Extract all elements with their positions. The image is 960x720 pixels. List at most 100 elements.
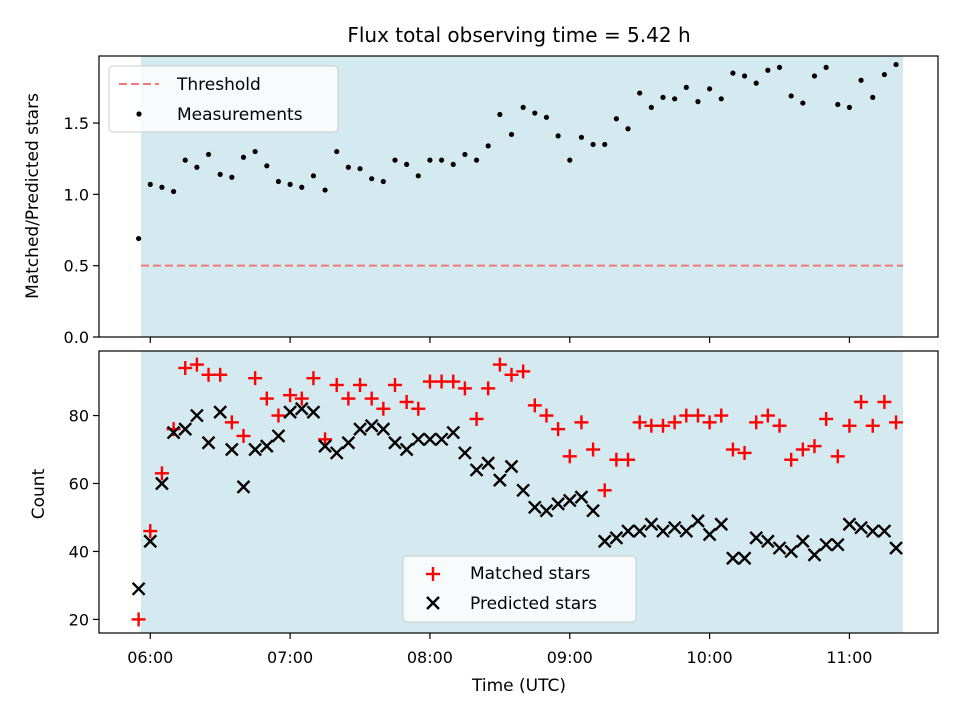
x-stroke: [353, 422, 367, 436]
measurement-point: [858, 77, 864, 83]
x-stroke: [399, 442, 414, 457]
measurement-point: [881, 71, 887, 78]
predicted-star-point: [306, 405, 321, 420]
x-tick-label: 06:00: [127, 648, 173, 667]
x-stroke: [364, 418, 379, 433]
matched-star-point: [387, 377, 402, 392]
matched-star-point: [586, 442, 601, 457]
x-stroke: [737, 551, 752, 566]
predicted-star-point: [539, 503, 554, 518]
predicted-star-point: [737, 551, 752, 566]
matched-star-point: [784, 452, 799, 467]
predicted-star-point: [784, 544, 799, 559]
matched-star-point: [551, 422, 566, 437]
x-stroke: [551, 497, 565, 511]
measurement-point: [893, 61, 899, 68]
x-stroke: [224, 442, 239, 457]
matched-star-point: [213, 367, 228, 382]
predicted-star-point: [143, 534, 158, 549]
measurement-point: [159, 184, 165, 190]
x-stroke: [504, 459, 519, 474]
predicted-star-point: [609, 531, 624, 545]
x-stroke: [574, 490, 589, 504]
x-stroke: [842, 517, 857, 532]
x-stroke: [190, 408, 204, 423]
predicted-star-point: [493, 473, 507, 487]
predicted-star-point: [248, 442, 262, 457]
x-stroke: [481, 456, 496, 470]
x-stroke: [749, 531, 764, 545]
matched-star-point: [690, 408, 705, 423]
x-stroke: [784, 544, 799, 559]
predicted-star-point: [423, 432, 437, 447]
bottom-legend-box: [402, 555, 637, 623]
y-tick-label: 1.5: [64, 114, 89, 133]
measurement-point: [252, 148, 258, 155]
predicted-star-point: [318, 439, 332, 453]
matched-star-point: [481, 381, 496, 396]
predicted-star-point: [714, 517, 729, 532]
measurement-point: [147, 181, 153, 187]
x-stroke: [889, 541, 903, 555]
measurement-point: [485, 143, 491, 149]
matched-star-point: [318, 432, 333, 447]
matched-star-point: [795, 442, 810, 457]
predicted-star-point: [702, 527, 717, 542]
bottom-y-axis-label: Count: [29, 468, 49, 519]
matched-star-point: [259, 391, 274, 406]
x-stroke: [795, 534, 810, 549]
measurement-point: [800, 100, 806, 106]
x-stroke: [143, 534, 158, 549]
x-stroke: [865, 524, 880, 538]
x-stroke: [621, 524, 635, 538]
predicted-star-point: [679, 524, 694, 538]
x-stroke: [632, 524, 647, 538]
predicted-star-point: [667, 520, 682, 535]
measurement-point: [602, 141, 608, 148]
measurement-point: [322, 187, 328, 193]
predicted-star-point: [772, 541, 787, 555]
measurement-point: [590, 141, 596, 148]
matched-star-point: [819, 411, 834, 426]
predicted-star-point: [842, 517, 857, 532]
predicted-star-point: [201, 435, 216, 450]
x-stroke: [539, 503, 554, 518]
x-stroke: [131, 581, 146, 596]
matched-star-point: [865, 418, 880, 433]
measurement-point: [334, 148, 340, 155]
measurement-point: [823, 64, 829, 71]
predicted-star-point: [236, 480, 251, 494]
chart-title: Flux total observing time = 5.42 h: [347, 23, 690, 47]
measurement-point: [287, 181, 293, 187]
measurement-point: [194, 164, 200, 170]
x-stroke: [854, 520, 868, 535]
top-points-layer: [136, 61, 899, 242]
matched-star-point: [306, 371, 321, 386]
x-stroke: [388, 435, 402, 450]
measurement-point: [392, 157, 398, 163]
predicted-star-point: [353, 422, 367, 436]
legend-matched-label: Matched stars: [470, 564, 590, 584]
matched-star-point: [574, 415, 589, 430]
predicted-star-point: [726, 551, 740, 566]
measurement-point: [870, 94, 876, 100]
matched-star-point: [248, 371, 263, 386]
predicted-star-point: [551, 497, 565, 511]
measurement-point: [765, 67, 771, 73]
predicted-star-point: [283, 405, 297, 420]
predicted-star-point: [446, 425, 461, 440]
legend-predicted-swatch: [426, 596, 440, 610]
x-stroke: [248, 442, 262, 457]
measurement-point: [660, 94, 666, 100]
predicted-star-point: [527, 500, 542, 515]
matched-star-point: [376, 401, 391, 416]
predicted-star-point: [329, 446, 344, 460]
x-stroke: [702, 527, 717, 542]
predicted-star-point: [155, 476, 169, 491]
top-plot-frame: [98, 55, 939, 338]
matched-star-point: [294, 391, 309, 406]
measurement-point: [369, 176, 375, 182]
x-stroke: [376, 422, 391, 436]
measurement-point: [345, 164, 351, 170]
